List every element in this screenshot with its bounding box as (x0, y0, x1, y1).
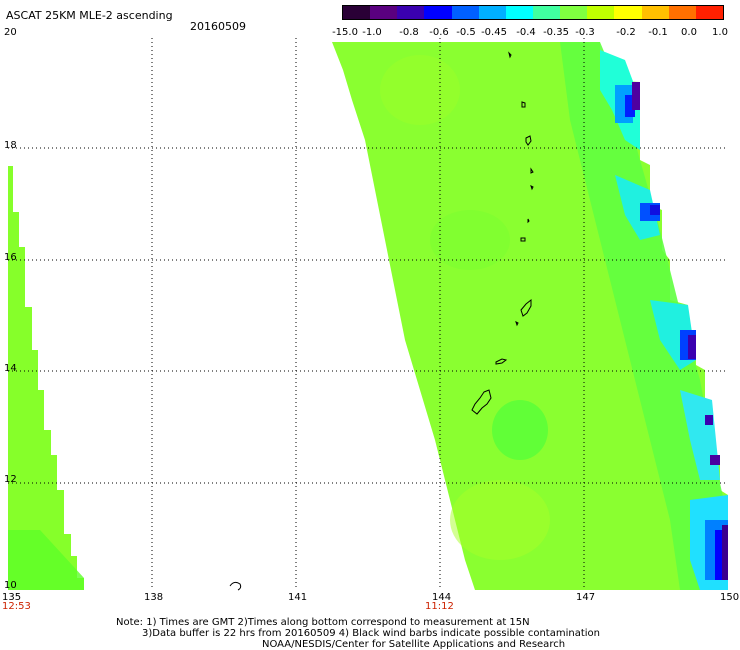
colorbar-segment (668, 6, 696, 19)
colorbar-labels: -15.0 -1.0 -0.8 -0.6 -0.5 -0.45 -0.4 -0.35 -0.3 -… (330, 27, 740, 39)
lon-label-141: 141 (288, 592, 308, 603)
colorbar-segment (451, 6, 479, 19)
product-date: 20160509 (190, 20, 246, 33)
colorbar-label: -0.4 (516, 27, 536, 38)
lon-label-150: 150 (720, 592, 740, 603)
lon-label-144: 144 (432, 592, 452, 603)
colorbar-segment (478, 6, 506, 19)
colorbar-segment (370, 6, 398, 19)
colorbar-label: -0.8 (399, 27, 419, 38)
lon-label-147: 147 (576, 592, 596, 603)
product-title: ASCAT 25KM MLE-2 ascending (6, 9, 173, 22)
colorbar (342, 5, 724, 20)
colorbar-segment (695, 6, 723, 19)
time-left: 12:53 (2, 601, 31, 612)
colorbar-segment (587, 6, 615, 19)
colorbar-label: -0.6 (429, 27, 449, 38)
lat-label-10: 10 (4, 580, 17, 591)
colorbar-label: -0.3 (575, 27, 595, 38)
colorbar-segment (505, 6, 533, 19)
colorbar-label: -0.45 (481, 27, 507, 38)
colorbar-segment (424, 6, 452, 19)
lat-label-14: 14 (4, 363, 17, 374)
lat-label-18: 18 (4, 140, 17, 151)
graticule (8, 38, 728, 590)
colorbar-label: 1.0 (712, 27, 728, 38)
colorbar-segment (397, 6, 425, 19)
colorbar-segment (343, 6, 371, 19)
lat-label-12: 12 (4, 474, 17, 485)
colorbar-segment (614, 6, 642, 19)
note-line-3: NOAA/NESDIS/Center for Satellite Applica… (262, 639, 566, 650)
colorbar-label: 0.0 (681, 27, 697, 38)
colorbar-label: -0.35 (543, 27, 569, 38)
lat-label-16: 16 (4, 252, 17, 263)
coastline (229, 51, 534, 591)
colorbar-label: -0.5 (456, 27, 476, 38)
lat-label-20: 20 (4, 27, 17, 38)
colorbar-label: -15.0 (332, 27, 358, 38)
colorbar-segment (641, 6, 669, 19)
colorbar-label: -0.2 (616, 27, 636, 38)
colorbar-segment (532, 6, 561, 19)
swath-left (8, 166, 84, 590)
lon-label-138: 138 (144, 592, 164, 603)
colorbar-label: -1.0 (362, 27, 382, 38)
time-center: 11:12 (425, 601, 454, 612)
colorbar-segment (560, 6, 588, 19)
lon-label-135: 135 (2, 592, 22, 603)
colorbar-label: -0.1 (648, 27, 668, 38)
note-line-2: 3)Data buffer is 22 hrs from 20160509 4)… (142, 628, 600, 639)
note-line-1: Note: 1) Times are GMT 2)Times along bot… (116, 617, 530, 628)
